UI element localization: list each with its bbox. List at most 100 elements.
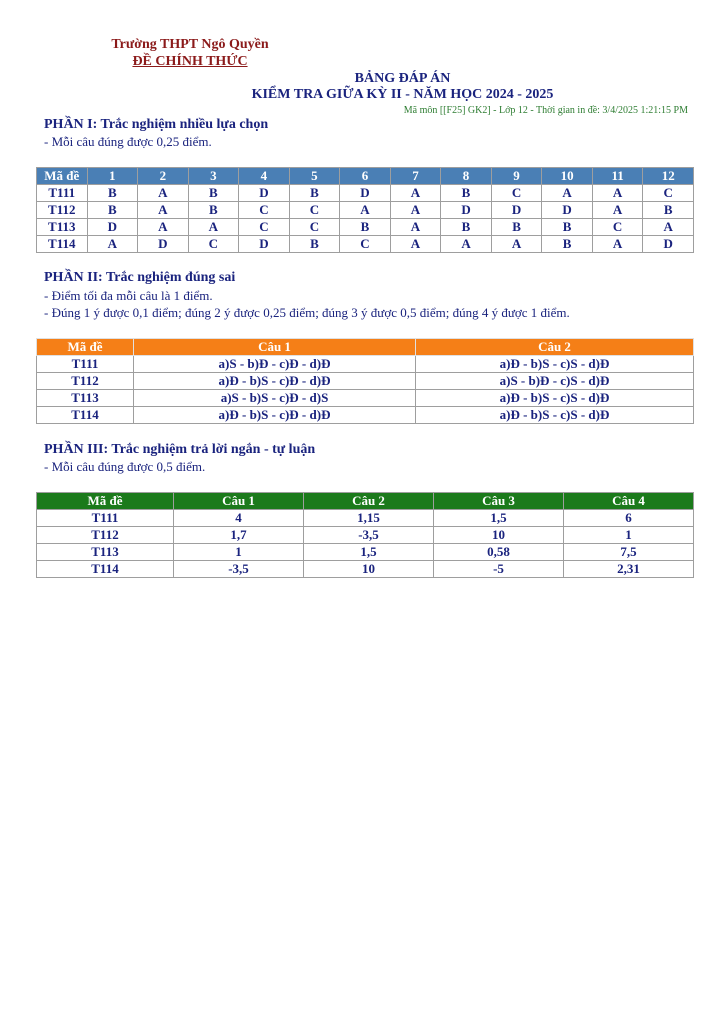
part2-note-1: - Điểm tối đa mỗi câu là 1 điểm.	[44, 288, 213, 303]
answer-cell: B	[86, 201, 139, 219]
answer-cell: C	[187, 235, 240, 253]
answer-cell: a)Đ - b)S - c)Đ - d)Đ	[133, 406, 416, 424]
part3-title: PHẦN III: Trắc nghiệm trả lời ngắn - tự …	[44, 442, 316, 457]
answer-cell: D	[541, 201, 593, 219]
column-header: Mã đề	[36, 167, 88, 185]
answer-cell: D	[339, 184, 391, 202]
answer-cell: A	[490, 235, 543, 253]
answer-cell: -3,5	[173, 560, 304, 578]
answer-cell: 1	[173, 543, 304, 561]
column-header: 2	[137, 167, 189, 185]
column-header: Mã đề	[36, 338, 134, 356]
column-header: Câu 1	[133, 338, 416, 356]
answer-cell: -3,5	[303, 526, 434, 544]
exam-code-cell: T113	[36, 389, 134, 407]
answer-cell: a)Đ - b)S - c)S - d)Đ	[415, 355, 694, 373]
table-row: T113 1 1,5 0,58 7,5	[36, 543, 694, 561]
part3-answer-table: Mã đề Câu 1 Câu 2 Câu 3 Câu 4 T111 4 1,15 1,5 6 T1…	[36, 492, 694, 578]
table-row: T111 B A B D B D A B C A A C	[36, 184, 694, 202]
answer-cell: B	[541, 235, 593, 253]
answer-cell: A	[389, 184, 442, 202]
column-header: Câu 2	[415, 338, 694, 356]
answer-cell: C	[288, 218, 341, 236]
column-header: Câu 2	[303, 492, 434, 510]
column-header: 11	[591, 167, 644, 185]
table-row: T114 a)Đ - b)S - c)Đ - d)Đ a)Đ - b)S - c)S…	[36, 406, 694, 424]
column-header: 4	[238, 167, 290, 185]
column-header: 9	[490, 167, 543, 185]
exam-code-cell: T113	[36, 543, 174, 561]
answer-cell: A	[389, 218, 442, 236]
answer-cell: A	[86, 235, 139, 253]
part1-answer-table: Mã đề 1 2 3 4 5 6 7 8 9 10 11 12 T111 B A B D B D A B C A A C T112…	[36, 167, 694, 253]
column-header: 6	[339, 167, 391, 185]
table-header-row: Mã đề 1 2 3 4 5 6 7 8 9 10 11 12	[36, 167, 694, 185]
answer-cell: C	[339, 235, 391, 253]
answer-cell: C	[238, 218, 290, 236]
answer-cell: B	[288, 235, 341, 253]
answer-cell: A	[339, 201, 391, 219]
answer-cell: a)S - b)Đ - c)S - d)Đ	[415, 372, 694, 390]
exam-code-cell: T112	[36, 526, 174, 544]
answer-cell: A	[541, 184, 593, 202]
column-header: 1	[86, 167, 139, 185]
answer-cell: A	[187, 218, 240, 236]
column-header: 3	[187, 167, 240, 185]
table-row: T111 a)S - b)Đ - c)Đ - d)Đ a)Đ - b)S - c)S…	[36, 355, 694, 373]
exam-code-cell: T114	[36, 560, 174, 578]
column-header: Mã đề	[36, 492, 174, 510]
answer-cell: A	[591, 184, 644, 202]
answer-cell: D	[440, 201, 492, 219]
table-row: T113 a)S - b)S - c)Đ - d)S a)Đ - b)S - c)S…	[36, 389, 694, 407]
table-row: T112 B A B C C A A D D D A B	[36, 201, 694, 219]
answer-cell: D	[238, 184, 290, 202]
answer-cell: D	[642, 235, 694, 253]
exam-code-cell: T114	[36, 235, 88, 253]
table-row: T112 1,7 -3,5 10 1	[36, 526, 694, 544]
answer-cell: A	[137, 201, 189, 219]
exam-code-cell: T114	[36, 406, 134, 424]
part1-note: - Mỗi câu đúng được 0,25 điểm.	[44, 134, 212, 149]
exam-code-cell: T112	[36, 201, 88, 219]
answer-cell: B	[288, 184, 341, 202]
document-subtitle: KIỂM TRA GIỮA KỲ II - NĂM HỌC 2024 - 202…	[251, 87, 554, 102]
answer-cell: a)S - b)Đ - c)Đ - d)Đ	[133, 355, 416, 373]
column-header: Câu 3	[433, 492, 564, 510]
school-name: Trường THPT Ngô Quyền	[111, 37, 269, 52]
answer-cell: 1,7	[173, 526, 304, 544]
answer-cell: B	[187, 184, 240, 202]
answer-cell: a)Đ - b)S - c)S - d)Đ	[415, 389, 694, 407]
answer-cell: a)Đ - b)S - c)S - d)Đ	[415, 406, 694, 424]
answer-cell: C	[288, 201, 341, 219]
part2-note-2: - Đúng 1 ý được 0,1 điểm; đúng 2 ý được …	[44, 305, 570, 320]
official-label: ĐỀ CHÍNH THỨC	[132, 54, 248, 69]
table-row: T114 A D C D B C A A A B A D	[36, 235, 694, 253]
table-row: T113 D A A C C B A B B B C A	[36, 218, 694, 236]
table-header-row: Mã đề Câu 1 Câu 2	[36, 338, 694, 356]
part2-title: PHẦN II: Trắc nghiệm đúng sai	[44, 270, 236, 285]
exam-code-cell: T113	[36, 218, 88, 236]
answer-cell: 10	[303, 560, 434, 578]
answer-cell: B	[440, 218, 492, 236]
answer-cell: D	[86, 218, 139, 236]
column-header: 10	[541, 167, 593, 185]
column-header: Câu 4	[563, 492, 694, 510]
table-row: T114 -3,5 10 -5 2,31	[36, 560, 694, 578]
answer-cell: 7,5	[563, 543, 694, 561]
answer-cell: B	[541, 218, 593, 236]
answer-cell: B	[339, 218, 391, 236]
table-header-row: Mã đề Câu 1 Câu 2 Câu 3 Câu 4	[36, 492, 694, 510]
exam-code-cell: T111	[36, 509, 174, 527]
answer-cell: -5	[433, 560, 564, 578]
answer-cell: A	[389, 201, 442, 219]
answer-cell: A	[591, 201, 644, 219]
column-header: 12	[642, 167, 694, 185]
part3-note: - Mỗi câu đúng được 0,5 điểm.	[44, 459, 206, 474]
answer-cell: A	[389, 235, 442, 253]
answer-cell: A	[137, 184, 189, 202]
answer-cell: 10	[433, 526, 564, 544]
table-row: T112 a)Đ - b)S - c)Đ - d)Đ a)S - b)Đ - c)S…	[36, 372, 694, 390]
exam-code-cell: T111	[36, 184, 88, 202]
answer-cell: A	[591, 235, 644, 253]
answer-cell: B	[490, 218, 543, 236]
